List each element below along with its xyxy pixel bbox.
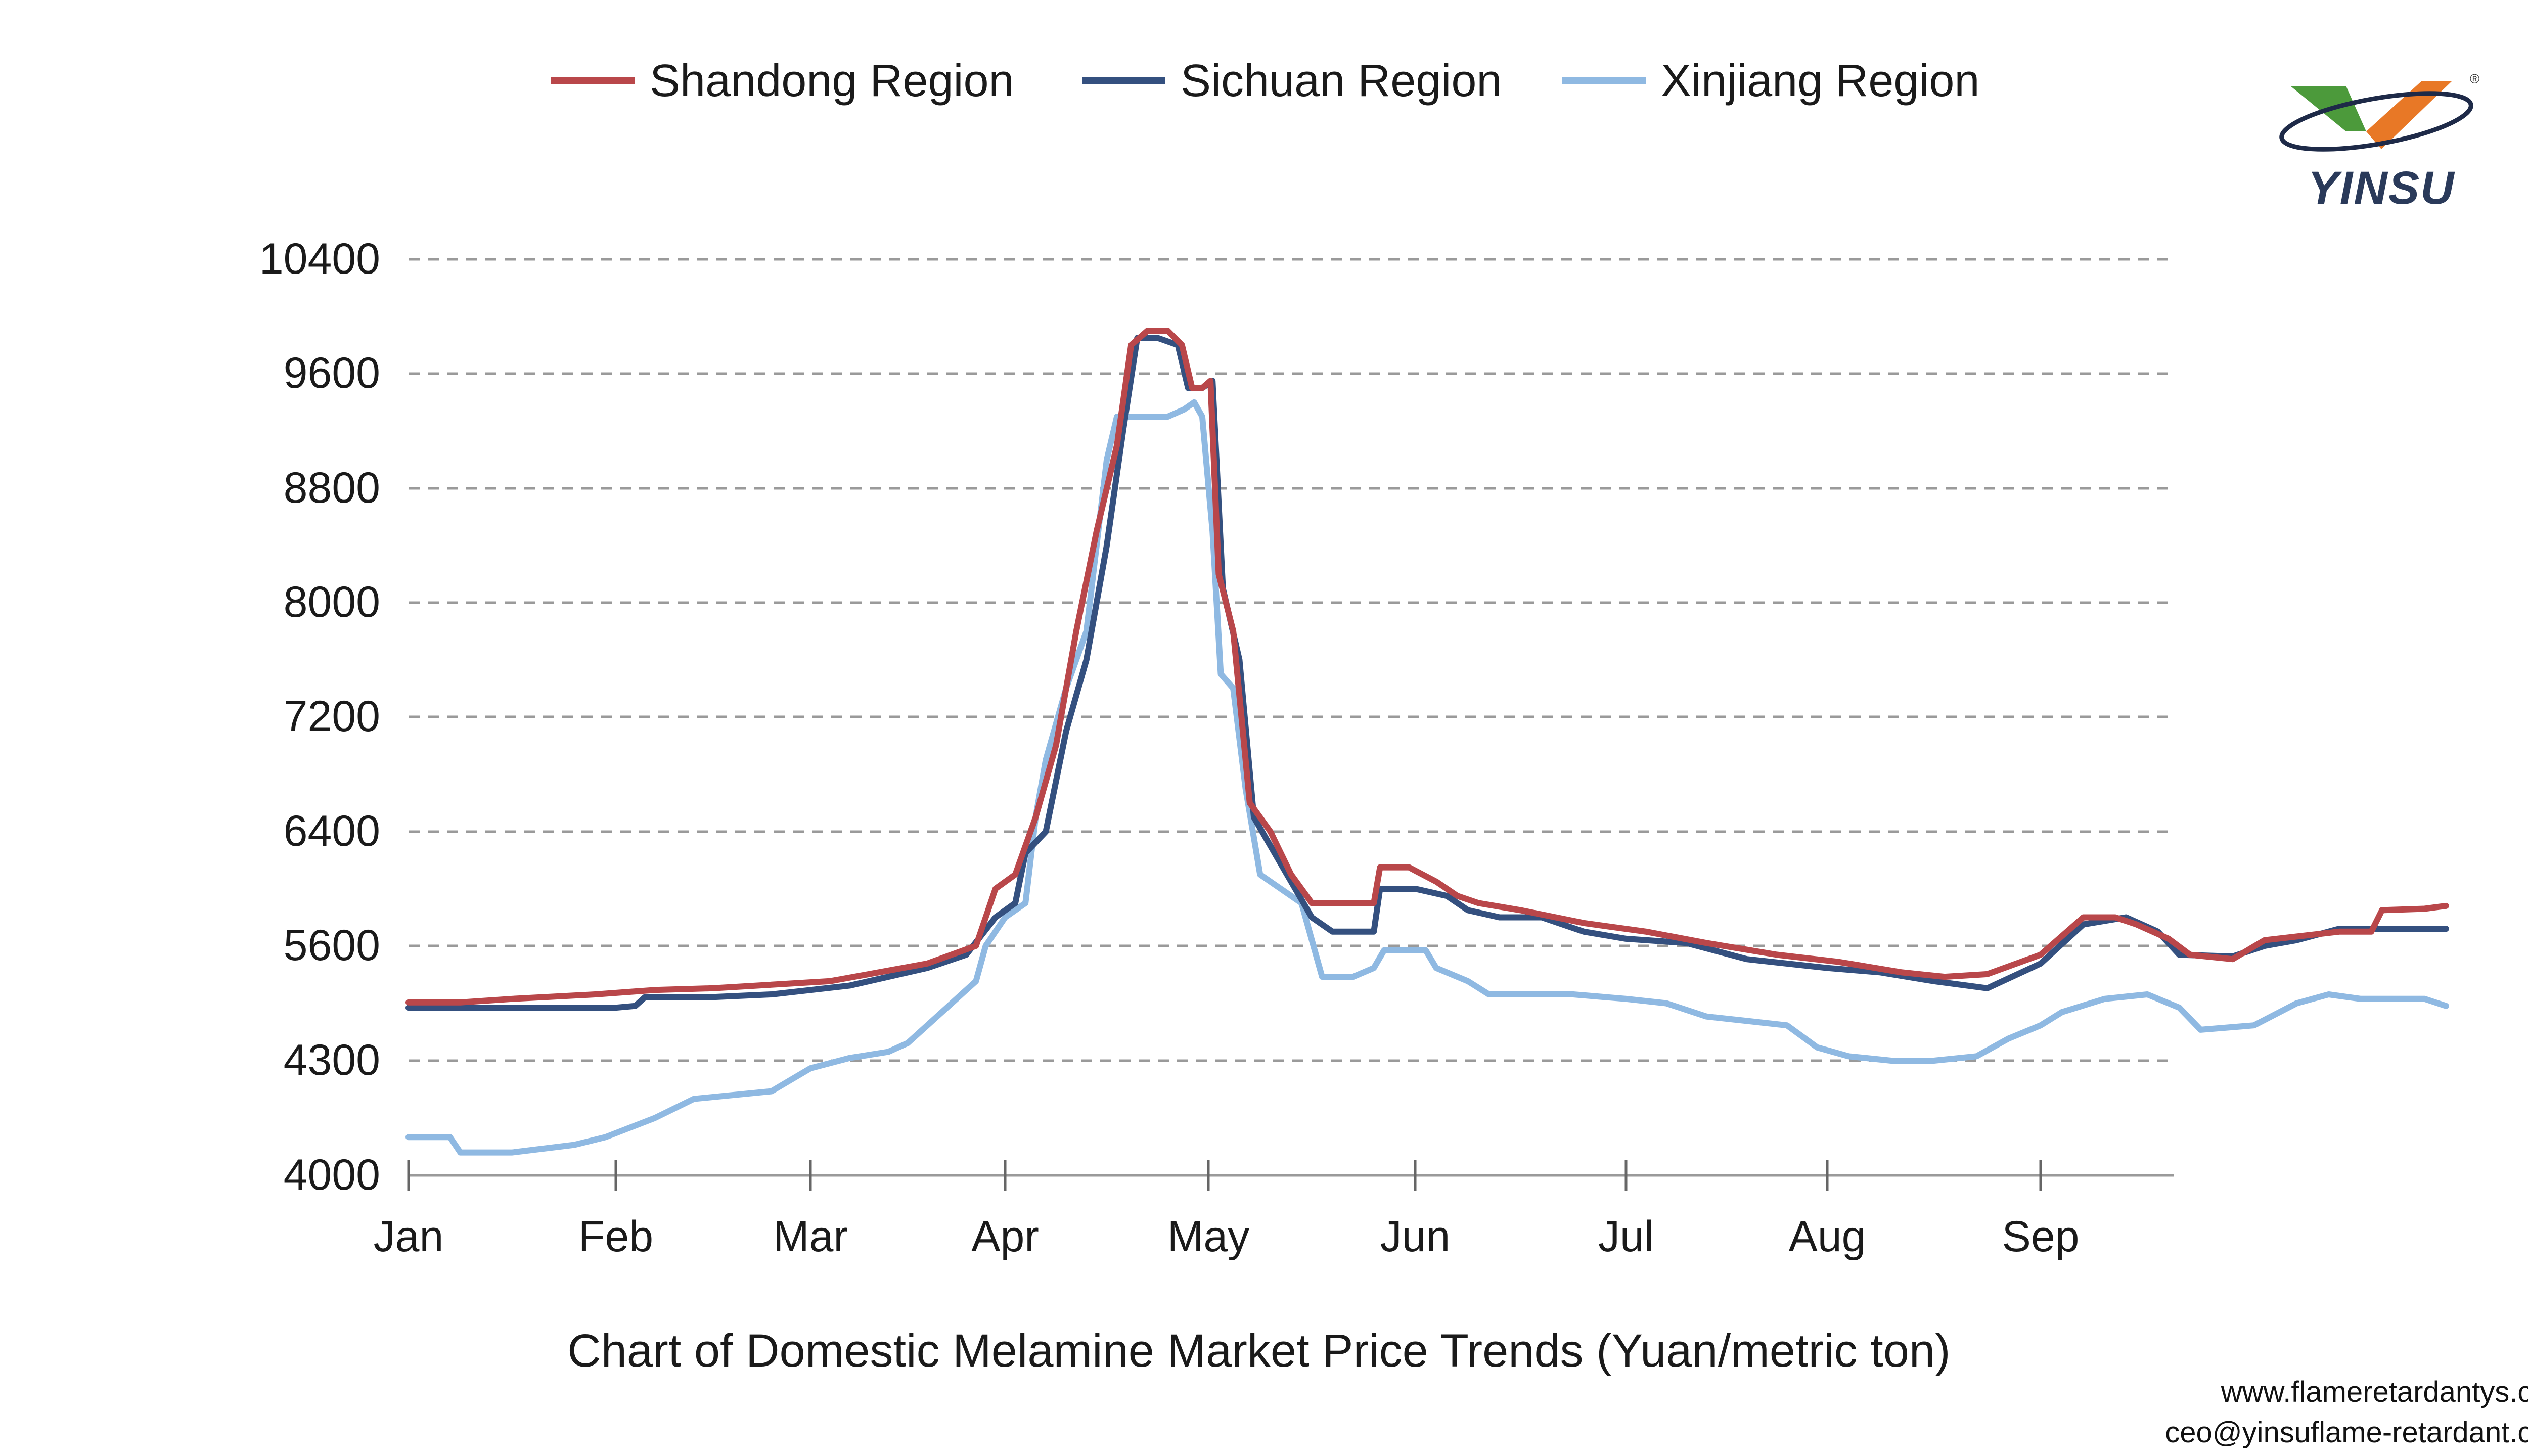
y-tick-label: 7200 xyxy=(284,692,380,741)
legend-label: Shandong Region xyxy=(650,56,1014,106)
x-tick-label: Jul xyxy=(1598,1212,1654,1261)
chart-series xyxy=(405,328,2449,1156)
series-line-shandong-region xyxy=(405,328,2449,1006)
y-tick-label: 8800 xyxy=(284,464,380,512)
chart-legend: Shandong Region Sichuan Region Xinjiang Re… xyxy=(551,56,1979,106)
y-tick-label: 9600 xyxy=(284,349,380,397)
legend-label: Sichuan Region xyxy=(1181,56,1502,106)
x-tick-label: Apr xyxy=(971,1212,1039,1261)
x-tick-label: Aug xyxy=(1788,1212,1866,1261)
y-tick-label: 8000 xyxy=(284,578,380,626)
x-tick-label: Mar xyxy=(773,1212,848,1261)
y-tick-label: 5600 xyxy=(284,921,380,970)
yinsu-logo: ® YINSU xyxy=(2270,66,2482,217)
logo-text: YINSU xyxy=(2308,162,2455,214)
x-tick-label: Jan xyxy=(374,1212,444,1261)
registered-mark: ® xyxy=(2470,71,2479,86)
chart-caption: Chart of Domestic Melamine Market Price … xyxy=(567,1325,1951,1377)
series-line-xinjiang-region xyxy=(405,399,2449,1156)
chart-axes: 4000 4300 5600 6400 7200 8000 8800 9600 10400 Jan… xyxy=(259,235,2174,1261)
x-tick-label: Feb xyxy=(578,1212,653,1261)
legend-label: Xinjiang Region xyxy=(1661,56,1979,106)
email-link[interactable]: ceo@yinsuflame-retardant.com xyxy=(2165,1416,2528,1449)
x-tick-label: May xyxy=(1167,1212,1249,1261)
y-tick-label: 4000 xyxy=(284,1151,380,1199)
x-tick-label: Jun xyxy=(1380,1212,1451,1261)
y-tick-label: 4300 xyxy=(284,1036,380,1084)
x-tick-label: Sep xyxy=(2002,1212,2079,1261)
chart-gridlines xyxy=(409,258,2174,1062)
yinsu-logo-mark: ® xyxy=(2279,71,2479,152)
y-tick-label: 6400 xyxy=(284,807,380,855)
y-tick-label: 10400 xyxy=(259,235,380,283)
series-line-sichuan-region xyxy=(405,335,2449,1011)
website-link[interactable]: www.flameretardantys.com xyxy=(2221,1376,2528,1408)
